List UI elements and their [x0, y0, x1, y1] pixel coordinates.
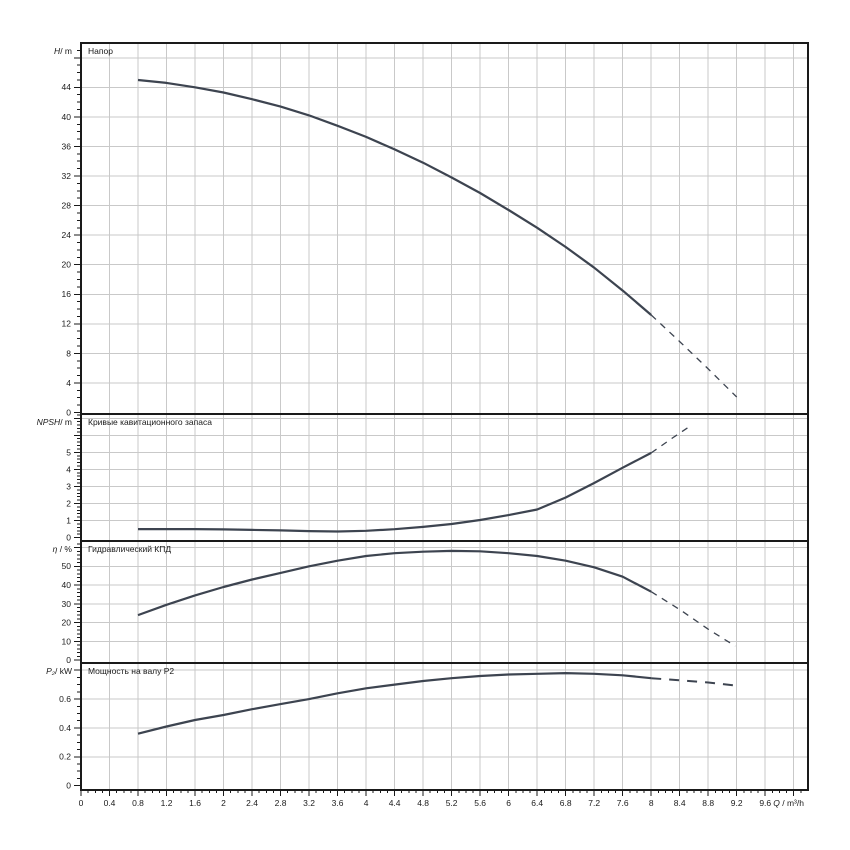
y-tick-label: 10 [62, 636, 72, 646]
y-axis-ticks-npsh [74, 414, 81, 539]
npsh-curve [138, 451, 652, 533]
y-tick-label: 0 [66, 781, 71, 791]
y-axis-efficiency: 0 10 20 30 40 50 η / % [53, 543, 81, 665]
y-tick-label: 20 [62, 260, 72, 270]
y-tick-label: 36 [62, 141, 72, 151]
y-tick-label: 1 [66, 515, 71, 525]
y-tick-label: 40 [62, 112, 72, 122]
y-axis-power: 0 0.2 0.4 0.6 P₂/ kW [46, 666, 81, 791]
y-axis-head: 0 4 8 12 16 20 24 28 32 36 40 44 H/ m [54, 46, 81, 417]
y-axis-title-npsh: NPSH/ m [37, 417, 72, 427]
efficiency-curve [137, 549, 652, 617]
y-axis-ticks-power [74, 669, 81, 787]
y-tick-label: 8 [66, 348, 71, 358]
x-tick-label: 9.6 [759, 798, 771, 808]
x-tick-label: 3.6 [332, 798, 344, 808]
x-tick-label: 7.6 [617, 798, 629, 808]
panel-title-npsh: Кривые кавитационного запаса [88, 417, 212, 427]
y-tick-label: 0 [66, 532, 71, 542]
y-tick-label: 2 [66, 498, 71, 508]
head-curve [137, 78, 652, 316]
x-tick-label: 6.4 [531, 798, 543, 808]
npsh-curve-extrapolated [650, 425, 691, 454]
x-axis: 0 0.4 0.8 1.2 1.6 2 2.4 2.8 3.2 3.6 4 4.4 4.8 5.2 5.6 6… [79, 790, 804, 808]
y-tick-label: 20 [62, 618, 72, 628]
y-tick-label: 40 [62, 580, 72, 590]
x-tick-label: 0 [79, 798, 84, 808]
panel-title-head: Напор [88, 46, 113, 56]
x-tick-label: 8.4 [674, 798, 686, 808]
power-curve-extrapolated [651, 677, 741, 688]
x-tick-label: 9.2 [731, 798, 743, 808]
y-axis-ticks-efficiency [74, 543, 81, 661]
x-tick-label: 6 [506, 798, 511, 808]
x-tick-label: 2.8 [275, 798, 287, 808]
y-tick-label: 0 [66, 655, 71, 665]
y-tick-label: 50 [62, 561, 72, 571]
y-tick-label: 4 [66, 378, 71, 388]
x-tick-label: 2.4 [246, 798, 258, 808]
y-tick-label: 5 [66, 447, 71, 457]
x-tick-label: 0.8 [132, 798, 144, 808]
y-tick-label: 32 [62, 171, 72, 181]
y-axis-title-head: H/ m [54, 46, 72, 56]
x-tick-label: 0.4 [104, 798, 116, 808]
y-tick-label: 0.2 [59, 752, 71, 762]
y-tick-label: 12 [62, 319, 72, 329]
x-tick-label: 8 [649, 798, 654, 808]
y-tick-label: 24 [62, 230, 72, 240]
y-tick-label: 0.4 [59, 723, 71, 733]
x-tick-label: 7.2 [588, 798, 600, 808]
y-tick-label: 28 [62, 200, 72, 210]
x-tick-label: 4.4 [389, 798, 401, 808]
x-tick-label: 1.2 [161, 798, 173, 808]
y-tick-label: 44 [62, 82, 72, 92]
y-tick-label: 0 [66, 407, 71, 417]
x-tick-label: 4.8 [417, 798, 429, 808]
panel-efficiency [137, 549, 736, 647]
y-axis-title-power: P₂/ kW [46, 666, 72, 676]
panel-npsh [138, 425, 691, 533]
x-tick-label: 4 [364, 798, 369, 808]
x-tick-label: 5.2 [446, 798, 458, 808]
y-axis-ticks-head [74, 49, 81, 414]
panel-title-efficiency: Гидравлический КПД [88, 544, 171, 554]
y-tick-label: 16 [62, 289, 72, 299]
panel-title-power: Мощность на валу P2 [88, 666, 174, 676]
x-tick-label: 2 [221, 798, 226, 808]
y-tick-label: 3 [66, 481, 71, 491]
x-tick-label: 6.8 [560, 798, 572, 808]
x-tick-label: 1.6 [189, 798, 201, 808]
y-tick-label: 4 [66, 464, 71, 474]
y-tick-label: 0.6 [59, 694, 71, 704]
panel-power [137, 671, 741, 735]
power-curve [137, 671, 652, 735]
y-tick-label: 30 [62, 599, 72, 609]
x-tick-label: 3.2 [303, 798, 315, 808]
x-tick-label: 8.8 [702, 798, 714, 808]
gridlines [81, 43, 808, 790]
x-tick-label: 5.6 [474, 798, 486, 808]
x-axis-title: Q / m³/h [773, 798, 804, 808]
y-axis-title-efficiency: η / % [53, 544, 73, 554]
x-axis-ticks [80, 790, 802, 796]
efficiency-curve-extrapolated [650, 591, 736, 647]
panel-head [137, 78, 738, 398]
y-axis-npsh: 0 1 2 3 4 5 NPSH/ m [37, 414, 81, 542]
